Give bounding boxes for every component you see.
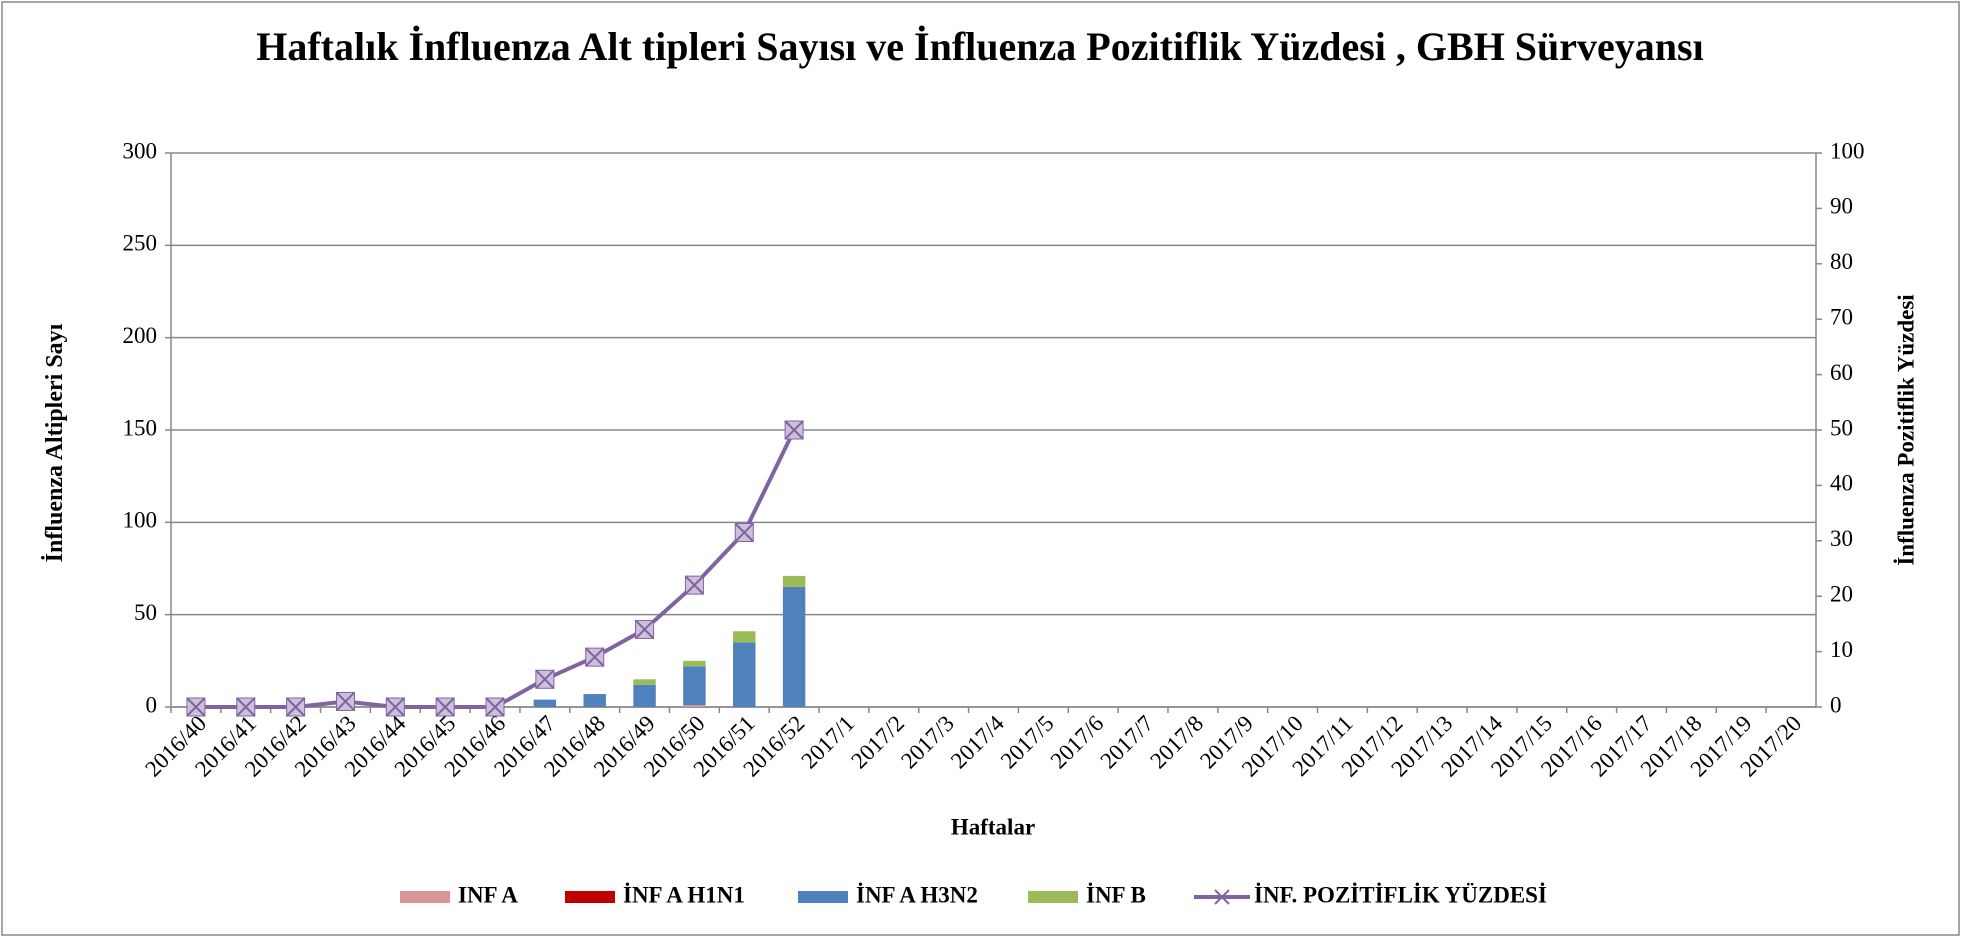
bar xyxy=(633,679,656,685)
x-tick-label: 2017/2 xyxy=(846,711,909,774)
y2-tick-label: 80 xyxy=(1830,249,1853,274)
y2-tick-label: 100 xyxy=(1830,138,1865,163)
marker-part xyxy=(285,697,306,717)
marker-part xyxy=(186,697,206,717)
marker-part xyxy=(585,647,605,667)
bar xyxy=(633,684,656,707)
marker-part xyxy=(684,575,705,595)
line-marker xyxy=(385,697,406,717)
marker-part xyxy=(784,420,804,440)
marker-part xyxy=(236,697,256,717)
chart-title: Haftalık İnfluenza Alt tipleri Sayısı ve… xyxy=(256,24,1704,69)
bar xyxy=(683,705,706,707)
bar xyxy=(782,586,806,707)
marker-part xyxy=(435,697,455,717)
line-marker xyxy=(535,669,555,690)
bar xyxy=(782,575,806,587)
y2-axis-label: İnfluenza Pozitiflik Yüzdesi xyxy=(1893,294,1918,566)
y-tick-label: 250 xyxy=(123,231,158,256)
legend-label: İNF A H1N1 xyxy=(623,882,745,907)
x-tick-label: 2017/6 xyxy=(1046,711,1109,774)
y2-tick-label: 30 xyxy=(1830,526,1853,551)
line-marker xyxy=(435,697,455,717)
y2-tick-label: 90 xyxy=(1830,194,1853,219)
y2-tick-label: 0 xyxy=(1830,692,1842,717)
bar xyxy=(733,631,756,643)
y2-tick-label: 60 xyxy=(1830,360,1853,385)
y2-tick-label: 50 xyxy=(1830,415,1853,440)
x-tick-label: 2017/4 xyxy=(946,710,1009,773)
line-marker xyxy=(585,647,605,667)
legend-label: INF A xyxy=(458,882,518,907)
y2-tick-label: 40 xyxy=(1830,471,1853,496)
y-tick-label: 150 xyxy=(123,415,158,440)
legend-marker xyxy=(1214,889,1230,905)
legend-label: İNF A H3N2 xyxy=(856,882,978,907)
x-tick-label: 2017/8 xyxy=(1145,711,1208,774)
line-marker xyxy=(784,420,804,440)
y-tick-label: 100 xyxy=(123,508,158,533)
marker-part xyxy=(335,691,356,712)
line-marker xyxy=(186,697,206,717)
line-marker xyxy=(684,575,705,595)
marker-part xyxy=(485,697,505,717)
legend-label: İNF. POZİTİFLİK YÜZDESİ xyxy=(1254,882,1547,907)
x-axis-label: Haftalar xyxy=(951,814,1035,839)
x-tick-label: 2017/5 xyxy=(996,711,1059,774)
line-marker xyxy=(634,619,655,640)
line-marker xyxy=(335,691,356,712)
y2-tick-label: 70 xyxy=(1830,304,1853,329)
legend-label: İNF B xyxy=(1086,882,1146,907)
x-tick-label: 2017/1 xyxy=(796,711,859,774)
bar xyxy=(683,666,706,706)
legend-swatch xyxy=(1028,891,1078,903)
y-axis-label: İnfluenza Altipleri Sayı xyxy=(42,323,68,563)
legend-swatch xyxy=(798,891,848,903)
bar xyxy=(733,642,756,707)
y-tick-label: 0 xyxy=(146,692,158,717)
y2-tick-label: 20 xyxy=(1830,581,1853,606)
marker-part xyxy=(734,522,754,543)
legend-swatch xyxy=(565,891,615,903)
bar xyxy=(683,660,706,667)
bar xyxy=(583,694,606,707)
line-marker xyxy=(285,697,306,717)
y-tick-label: 300 xyxy=(123,138,158,163)
line-marker xyxy=(236,697,256,717)
legend-swatch xyxy=(400,891,450,903)
line-marker xyxy=(485,697,505,717)
x-tick-label: 2017/7 xyxy=(1095,711,1158,774)
y-tick-label: 200 xyxy=(123,323,158,348)
x-tick-label: 2017/3 xyxy=(896,711,959,774)
marker-part xyxy=(535,669,555,690)
y-tick-label: 50 xyxy=(134,600,157,625)
marker-part xyxy=(385,697,406,717)
marker-part xyxy=(634,619,655,640)
y2-tick-label: 10 xyxy=(1830,637,1853,662)
bar xyxy=(533,699,557,707)
line-marker xyxy=(734,522,754,543)
